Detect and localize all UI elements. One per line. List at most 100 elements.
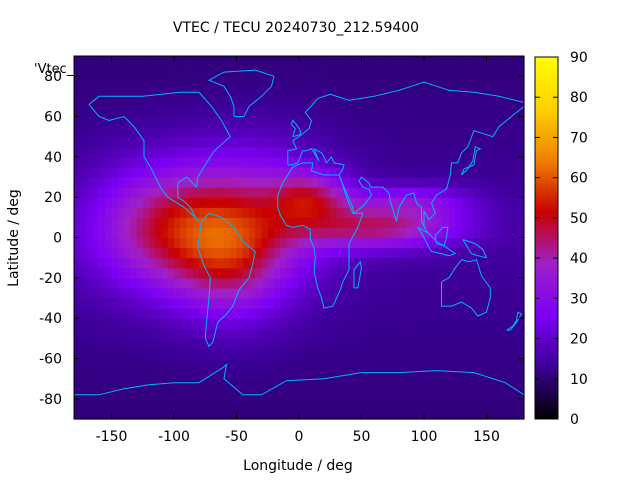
- heatmap-cell: [492, 287, 500, 299]
- heatmap-cell: [105, 207, 113, 218]
- heatmap-cell: [86, 318, 94, 329]
- heatmap-cell: [480, 388, 488, 400]
- heatmap-cell: [349, 257, 356, 269]
- heatmap-cell: [511, 197, 519, 208]
- heatmap-cell: [355, 378, 363, 390]
- heatmap-cell: [467, 328, 475, 339]
- heatmap-cell: [261, 368, 269, 380]
- heatmap-cell: [311, 76, 319, 87]
- heatmap-cell: [499, 368, 506, 380]
- heatmap-cell: [292, 378, 300, 390]
- heatmap-cell: [292, 308, 300, 319]
- heatmap-cell: [130, 257, 138, 269]
- heatmap-cell: [261, 298, 269, 309]
- heatmap-cell: [342, 197, 350, 208]
- heatmap-cell: [74, 287, 81, 299]
- heatmap-cell: [105, 247, 113, 259]
- heatmap-cell: [330, 106, 338, 118]
- heatmap-cell: [105, 287, 113, 299]
- heatmap-cell: [386, 76, 394, 87]
- heatmap-cell: [199, 96, 206, 108]
- heatmap-cell: [392, 358, 400, 370]
- heatmap-cell: [486, 398, 494, 410]
- heatmap-cell: [355, 56, 363, 67]
- heatmap-cell: [267, 308, 275, 319]
- heatmap-cell: [274, 267, 281, 279]
- x-axis-label: Longitude / deg: [243, 458, 353, 474]
- heatmap-cell: [505, 187, 513, 198]
- heatmap-cell: [405, 66, 413, 77]
- heatmap-cell: [286, 388, 294, 400]
- heatmap-cell: [467, 126, 475, 138]
- heatmap-cell: [361, 237, 369, 249]
- heatmap-cell: [174, 86, 181, 97]
- heatmap-cell: [336, 166, 344, 178]
- heatmap-cell: [274, 136, 281, 148]
- heatmap-cell: [136, 156, 144, 168]
- heatmap-cell: [211, 247, 219, 259]
- coastline-greenland: [207, 69, 275, 117]
- heatmap-cell: [492, 76, 500, 87]
- heatmap-cell: [467, 318, 475, 329]
- heatmap-cell: [342, 166, 350, 178]
- heatmap-cell: [286, 247, 294, 259]
- y-axis-label: Latitude / deg: [6, 189, 22, 287]
- heatmap-cell: [324, 217, 331, 229]
- heatmap-cell: [111, 207, 119, 218]
- heatmap-cell: [117, 388, 125, 400]
- heatmap-cell: [436, 146, 444, 158]
- heatmap-cell: [124, 388, 131, 400]
- heatmap-cell: [492, 166, 500, 178]
- heatmap-cell: [92, 308, 100, 319]
- heatmap-cell: [211, 166, 219, 178]
- heatmap-cell: [461, 348, 469, 360]
- heatmap-cell: [480, 197, 488, 208]
- heatmap-cell: [92, 76, 100, 87]
- heatmap-cell: [424, 106, 431, 118]
- y-tick-label: 40: [44, 150, 62, 166]
- heatmap-cell: [255, 267, 263, 279]
- heatmap-cell: [261, 378, 269, 390]
- heatmap-cell: [442, 76, 450, 87]
- heatmap-cell: [486, 378, 494, 390]
- heatmap-cell: [461, 126, 469, 138]
- heatmap-cell: [286, 348, 294, 360]
- heatmap-cell: [492, 56, 500, 67]
- heatmap-cell: [142, 96, 150, 108]
- heatmap-cell: [467, 267, 475, 279]
- heatmap-cell: [255, 277, 263, 289]
- heatmap-cell: [105, 348, 113, 360]
- heatmap-cell: [492, 156, 500, 168]
- heatmap-cell: [286, 267, 294, 279]
- heatmap-cell: [474, 378, 481, 390]
- heatmap-cell: [336, 207, 344, 218]
- heatmap-cell: [74, 398, 81, 410]
- heatmap-cell: [380, 66, 388, 77]
- heatmap-cell: [255, 247, 263, 259]
- heatmap-cell: [111, 247, 119, 259]
- heatmap-cell: [411, 76, 419, 87]
- heatmap-cell: [255, 308, 263, 319]
- heatmap-cell: [199, 328, 206, 339]
- heatmap-cell: [217, 166, 225, 178]
- heatmap-cell: [155, 166, 163, 178]
- heatmap-cell: [99, 86, 106, 97]
- heatmap-cell: [355, 66, 363, 77]
- heatmap-cell: [130, 237, 138, 249]
- heatmap-cell: [280, 338, 288, 350]
- heatmap-cell: [505, 156, 513, 168]
- heatmap-cell: [499, 66, 506, 77]
- heatmap-cell: [355, 368, 363, 380]
- heatmap-cell: [367, 86, 375, 97]
- heatmap-cell: [492, 66, 500, 77]
- colorbar-tick-label: 60: [570, 171, 588, 187]
- heatmap-cell: [217, 126, 225, 138]
- heatmap-cell: [380, 328, 388, 339]
- heatmap-cell: [349, 398, 356, 410]
- heatmap-cell: [205, 207, 213, 218]
- heatmap-cell: [386, 398, 394, 410]
- heatmap-cell: [186, 267, 194, 279]
- heatmap-cell: [161, 136, 169, 148]
- heatmap-cell: [86, 166, 94, 178]
- heatmap-cell: [355, 237, 363, 249]
